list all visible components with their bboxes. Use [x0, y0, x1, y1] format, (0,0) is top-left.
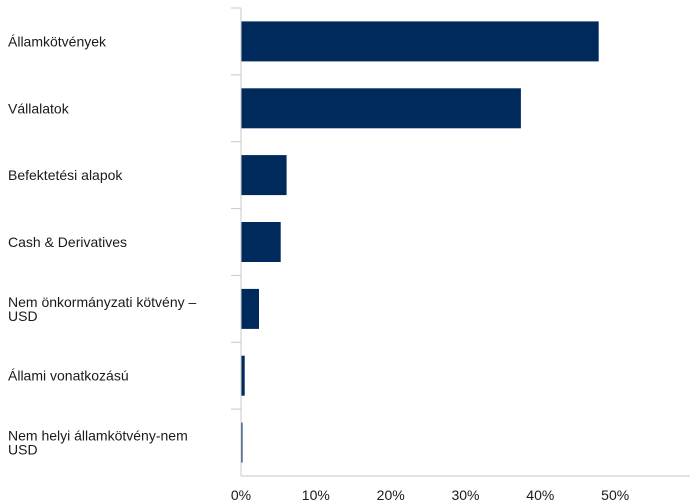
category-label-line: Állami vonatkozású — [8, 368, 129, 384]
x-tick-labels: 0% 10% 20% 30% 40% 50% — [231, 487, 629, 503]
category-label-line: USD — [8, 308, 38, 324]
axes-group — [231, 7, 690, 477]
category-label-line: USD — [8, 442, 38, 458]
bar — [241, 155, 287, 196]
category-label-line: Nem önkormányzati kötvény – — [8, 294, 197, 310]
category-labels: Államkötvények Vállalatok Befektetési alap… — [8, 33, 197, 457]
x-tick-label: 0% — [231, 487, 251, 503]
category-label: Vállalatok — [8, 100, 70, 116]
bar — [241, 21, 599, 62]
bar — [241, 88, 521, 129]
x-tick-label: 40% — [526, 487, 554, 503]
category-label: Nem önkormányzati kötvény – USD — [8, 294, 197, 324]
x-tick-label: 20% — [377, 487, 405, 503]
category-label: Állami vonatkozású — [8, 368, 129, 384]
category-label-line: Államkötvények — [8, 33, 107, 49]
category-label: Államkötvények — [8, 33, 107, 49]
bar — [241, 422, 243, 463]
x-tick-label: 10% — [302, 487, 330, 503]
category-label-line: Vállalatok — [8, 100, 70, 116]
category-label: Nem helyi államkötvény-nem USD — [8, 428, 188, 458]
category-label-line: Befektetési alapok — [8, 167, 123, 183]
bar — [241, 222, 281, 262]
category-label: Befektetési alapok — [8, 167, 123, 183]
bars-group — [241, 21, 599, 463]
category-label-line: Nem helyi államkötvény-nem — [8, 428, 188, 444]
x-tick-label: 50% — [601, 487, 629, 503]
bar — [241, 355, 245, 396]
x-tick-label: 30% — [451, 487, 479, 503]
category-label: Cash & Derivatives — [8, 234, 127, 250]
bar — [241, 288, 259, 329]
category-label-line: Cash & Derivatives — [8, 234, 127, 250]
